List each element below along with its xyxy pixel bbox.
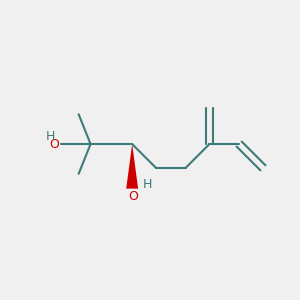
Text: H: H — [46, 130, 55, 143]
Polygon shape — [126, 144, 138, 189]
Text: H: H — [142, 178, 152, 191]
Text: O: O — [50, 138, 59, 151]
Text: O: O — [129, 190, 139, 203]
